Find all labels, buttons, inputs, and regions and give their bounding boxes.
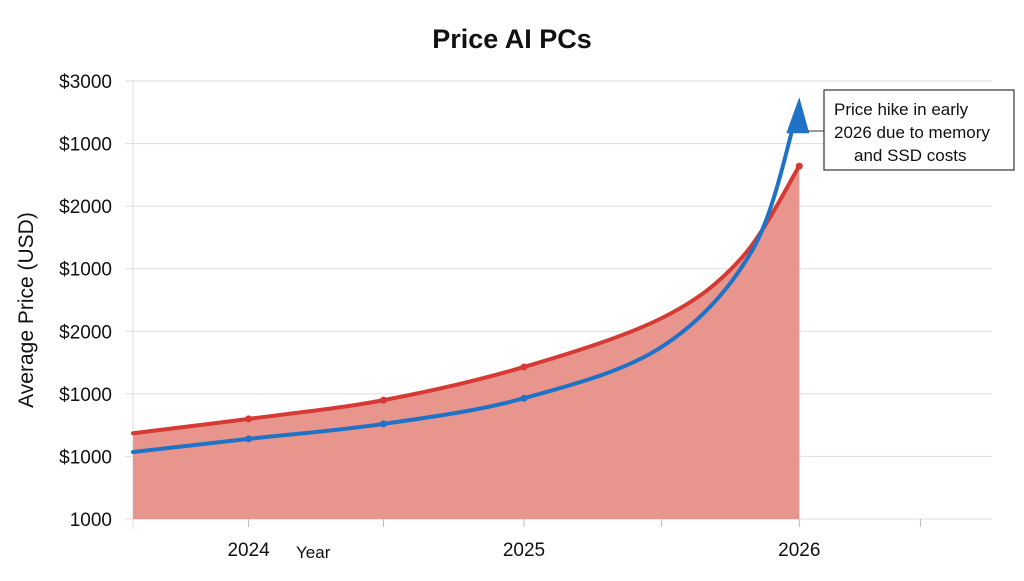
y-tick-label: $1000 (59, 135, 112, 156)
annotation: Price hike in early 2026 due to memory a… (808, 89, 1015, 171)
y-tick-label: 1000 (70, 510, 112, 531)
annotation-box (823, 89, 1015, 171)
arrow-head-icon (786, 97, 810, 134)
series-marker-0 (245, 415, 253, 423)
x-tick-labels: 2024 2025 2026 (227, 540, 820, 561)
series-marker-0 (380, 396, 388, 404)
x-tick-label: 2026 (778, 540, 820, 561)
y-tick-labels: 1000 $1000 $1000 $2000 $1000 $2000 $1000 $3000 (59, 72, 112, 531)
annotation-line-1: Price hike in early (834, 100, 969, 119)
y-tick-label: $1000 (59, 447, 112, 468)
series-area-0 (133, 166, 800, 519)
x-axis-label: Year (296, 543, 331, 562)
series-marker-1 (245, 435, 253, 443)
series-marker-0 (795, 162, 803, 170)
y-tick-label: $3000 (59, 72, 112, 93)
annotation-line-2: 2026 due to memory (834, 123, 990, 142)
series-marker-1 (380, 420, 388, 428)
chart-title: Price AI PCs (432, 24, 592, 54)
y-tick-label: $2000 (59, 322, 112, 343)
series-marker-0 (520, 363, 528, 371)
series-group (131, 97, 810, 519)
annotation-line-3: and SSD costs (854, 146, 966, 165)
series-marker-1 (520, 394, 528, 402)
y-tick-label: $2000 (59, 197, 112, 218)
y-tick-label: $1000 (59, 260, 112, 281)
x-tick-label: 2025 (503, 540, 545, 561)
x-tick-label: 2024 (227, 540, 270, 561)
y-axis-label: Average Price (USD) (15, 212, 38, 408)
y-tick-label: $1000 (59, 385, 112, 406)
